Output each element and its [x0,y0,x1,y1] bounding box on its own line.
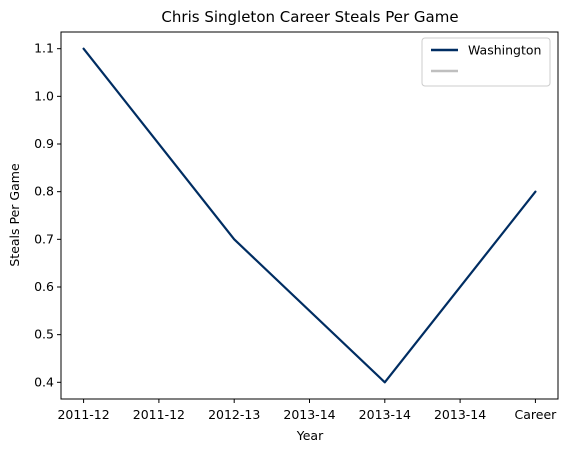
y-tick-label: 0.4 [34,374,54,389]
y-tick-label: 1.0 [34,88,54,103]
y-tick-label: 1.1 [34,41,54,56]
legend: Washington [422,38,550,86]
y-tick-label: 0.7 [34,231,54,246]
x-tick-label: 2011-12 [57,407,109,422]
x-tick-label: 2011-12 [133,407,185,422]
y-tick-label: 0.8 [34,184,54,199]
axis-ticks: 0.4 0.5 0.6 0.7 0.8 0.9 1.0 1.1 2011-12 2011-12 20… [34,41,557,422]
x-tick-label: Career [515,407,558,422]
x-tick-label: 2012-13 [208,407,260,422]
chart-title: Chris Singleton Career Steals Per Game [161,8,458,26]
y-tick-label: 0.6 [34,279,54,294]
legend-label: Washington [468,43,541,58]
x-axis-label: Year [296,428,324,443]
y-axis-label: Steals Per Game [7,163,22,267]
series-line-washington [84,49,536,383]
x-tick-label: 2013-14 [359,407,411,422]
x-tick-label: 2013-14 [283,407,335,422]
plot-frame [61,32,558,399]
y-tick-label: 0.9 [34,136,54,151]
x-tick-label: 2013-14 [434,407,486,422]
y-tick-label: 0.5 [34,327,54,342]
series-layer [84,49,536,383]
